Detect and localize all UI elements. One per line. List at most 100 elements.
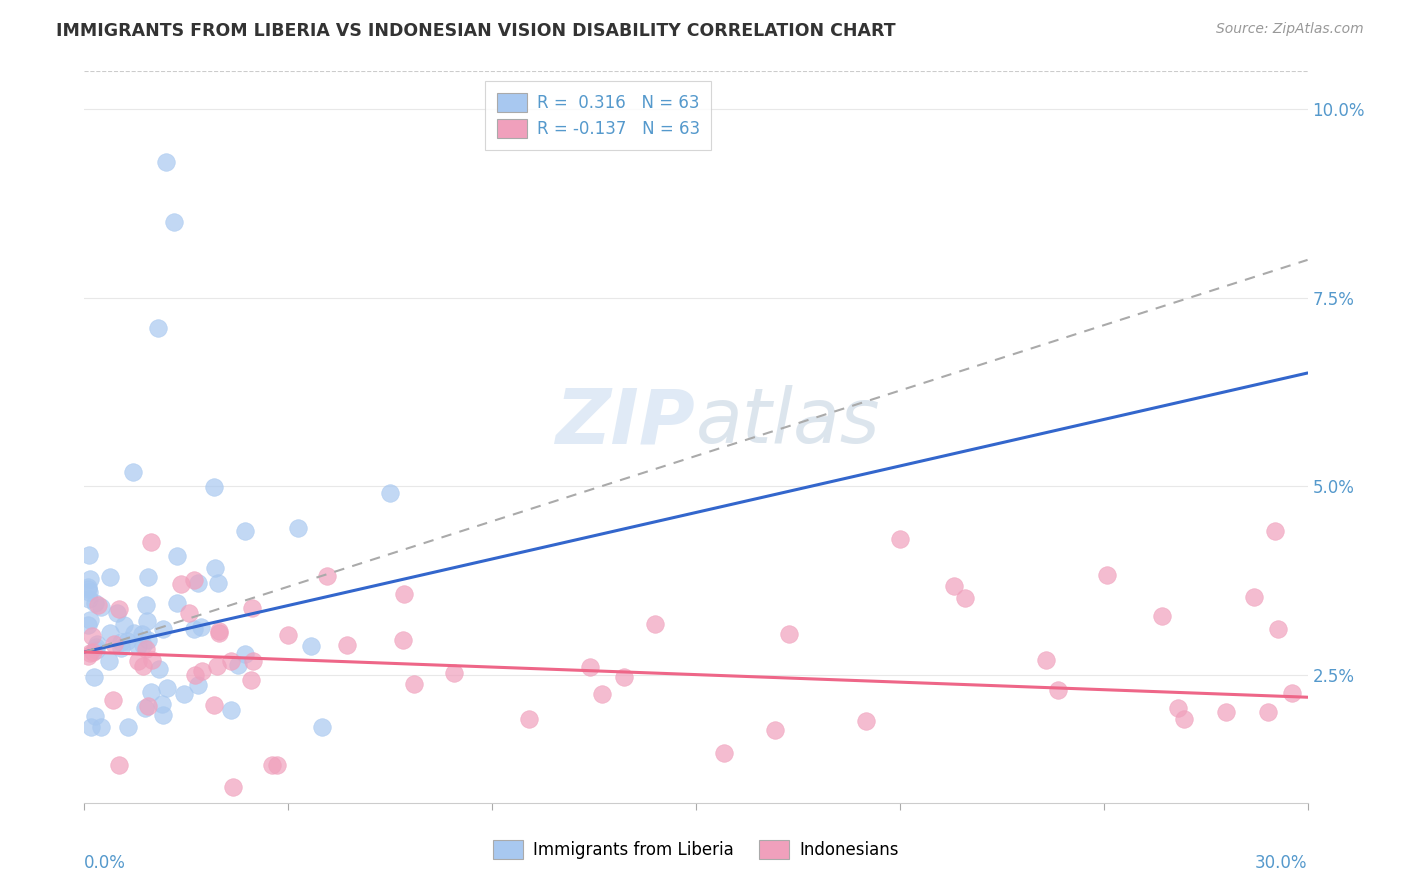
Point <box>519 712 541 726</box>
Point <box>166 549 188 563</box>
Point <box>191 664 214 678</box>
Point <box>1167 701 1189 715</box>
Point <box>155 154 177 169</box>
Point <box>77 617 100 632</box>
Point <box>83 670 105 684</box>
Point <box>219 654 242 668</box>
Point <box>103 637 125 651</box>
Point <box>127 640 149 654</box>
Point <box>146 320 169 334</box>
Point <box>1243 591 1265 605</box>
Point <box>443 665 465 680</box>
Point <box>110 635 132 649</box>
Point <box>166 597 188 611</box>
Point <box>1035 652 1057 666</box>
Point <box>131 627 153 641</box>
Point <box>132 638 155 652</box>
Point <box>233 524 256 539</box>
Point <box>139 535 162 549</box>
Point <box>136 698 159 713</box>
Point <box>79 572 101 586</box>
Point <box>184 668 207 682</box>
Point <box>136 614 159 628</box>
Point <box>132 658 155 673</box>
Text: IMMIGRANTS FROM LIBERIA VS INDONESIAN VISION DISABILITY CORRELATION CHART: IMMIGRANTS FROM LIBERIA VS INDONESIAN VI… <box>56 22 896 40</box>
Point <box>84 640 107 654</box>
Point <box>311 720 333 734</box>
Point <box>134 701 156 715</box>
Point <box>613 670 636 684</box>
Point <box>205 659 228 673</box>
Point <box>591 687 613 701</box>
Point <box>153 833 176 847</box>
Point <box>763 723 786 737</box>
Text: 30.0%: 30.0% <box>1256 854 1308 872</box>
Point <box>219 703 242 717</box>
Point <box>1173 712 1195 726</box>
Point <box>135 642 157 657</box>
Point <box>208 624 231 639</box>
Point <box>579 660 602 674</box>
Point <box>1152 608 1174 623</box>
Point <box>260 758 283 772</box>
Point <box>101 693 124 707</box>
Point <box>204 561 226 575</box>
Point <box>156 681 179 695</box>
Point <box>173 687 195 701</box>
Point <box>183 573 205 587</box>
Point <box>1097 568 1119 582</box>
Point <box>150 698 173 712</box>
Point <box>315 569 337 583</box>
Point <box>208 626 231 640</box>
Point <box>953 591 976 606</box>
Point <box>179 606 201 620</box>
Point <box>240 601 263 615</box>
Point <box>855 714 877 728</box>
Point <box>82 629 104 643</box>
Point <box>202 698 225 713</box>
Text: atlas: atlas <box>696 385 880 459</box>
Point <box>183 622 205 636</box>
Point <box>391 633 413 648</box>
Point <box>233 647 256 661</box>
Point <box>77 648 100 663</box>
Point <box>135 598 157 612</box>
Point <box>84 709 107 723</box>
Point <box>163 215 186 229</box>
Point <box>190 620 212 634</box>
Point <box>943 579 966 593</box>
Point <box>222 780 245 794</box>
Point <box>644 616 666 631</box>
Point <box>115 633 138 648</box>
Point <box>187 576 209 591</box>
Point <box>122 625 145 640</box>
Point <box>83 596 105 610</box>
Point <box>141 652 163 666</box>
Point <box>287 521 309 535</box>
Point <box>148 662 170 676</box>
Point <box>77 548 100 562</box>
Point <box>240 673 263 687</box>
Point <box>82 645 104 659</box>
Point <box>202 480 225 494</box>
Point <box>242 654 264 668</box>
Point <box>79 646 101 660</box>
Point <box>152 708 174 723</box>
Point <box>277 628 299 642</box>
Point <box>87 599 110 613</box>
Point <box>266 758 288 772</box>
Point <box>889 532 911 546</box>
Point <box>77 582 100 596</box>
Point <box>105 607 128 621</box>
Point <box>112 618 135 632</box>
Point <box>98 570 121 584</box>
Point <box>136 570 159 584</box>
Point <box>1215 705 1237 719</box>
Point <box>1257 706 1279 720</box>
Point <box>1267 622 1289 636</box>
Legend: Immigrants from Liberia, Indonesians: Immigrants from Liberia, Indonesians <box>485 831 907 868</box>
Point <box>378 486 401 500</box>
Point <box>207 576 229 591</box>
Point <box>107 602 129 616</box>
Point <box>404 677 426 691</box>
